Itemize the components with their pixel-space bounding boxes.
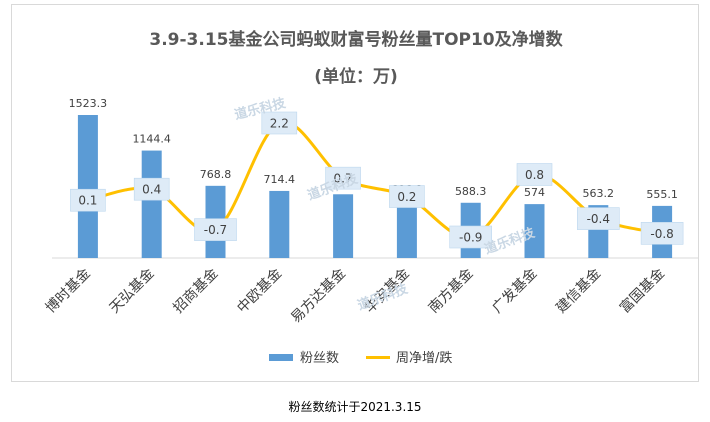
bar-fans-1	[141, 150, 162, 258]
bar-value-label-7: 574	[524, 186, 545, 199]
combo-chart: 3.9-3.15基金公司蚂蚁财富号粉丝量TOP10及净增数 (单位：万) 1523.…	[42, 29, 698, 366]
bar-fans-7	[524, 204, 545, 258]
legend-label-change: 周净增/跌	[396, 350, 452, 366]
line-value-label-5: 0.2	[397, 190, 416, 204]
x-tick-label-2: 招商基金	[170, 265, 222, 317]
line-value-label-3: 2.2	[270, 117, 289, 131]
bar-fans-0	[77, 115, 98, 258]
line-value-label-0: 0.1	[78, 194, 97, 208]
bar-value-label-1: 1144.4	[132, 133, 171, 146]
x-tick-label-3: 中欧基金	[234, 265, 286, 317]
bar-value-label-8: 563.2	[583, 187, 615, 200]
line-label-box-1	[133, 177, 170, 201]
x-tick-label-7: 广发基金	[489, 265, 541, 317]
line-label-box-3	[261, 111, 298, 135]
bar-value-label-3: 714.4	[264, 173, 296, 186]
line-label-box-6	[449, 225, 493, 249]
bar-fans-3	[269, 190, 290, 258]
x-tick-label-1: 天弘基金	[106, 265, 158, 317]
line-weekly-change	[86, 120, 664, 239]
x-tick-label-9: 富国基金	[616, 265, 668, 317]
line-value-label-1: 0.4	[142, 183, 161, 197]
line-label-box-8	[576, 207, 620, 230]
line-value-label-6: -0.9	[459, 231, 482, 245]
line-label-box-9	[640, 222, 684, 245]
x-tick-label-6: 南方基金	[425, 265, 477, 317]
x-tick-label-0: 博时基金	[42, 265, 94, 317]
bar-fans-4	[333, 194, 354, 258]
legend-label-fans: 粉丝数	[300, 351, 339, 366]
chart-subtitle: (单位：万)	[314, 66, 398, 87]
line-value-label-4: 0.7	[334, 172, 353, 186]
bar-value-label-0: 1523.3	[69, 97, 108, 110]
x-tick-label-8: 建信基金	[553, 265, 605, 317]
bar-value-label-2: 768.8	[200, 168, 232, 181]
bar-value-label-6: 588.3	[455, 185, 487, 198]
line-label-box-2	[194, 218, 237, 241]
line-value-label-8: -0.4	[587, 212, 610, 226]
chart-caption: 粉丝数统计于2021.3.15	[288, 400, 422, 414]
line-value-label-9: -0.8	[650, 227, 673, 241]
line-value-label-2: -0.7	[204, 223, 227, 237]
line-value-label-7: 0.8	[525, 168, 544, 182]
bar-value-label-9: 555.1	[646, 188, 678, 201]
chart-frame: 3.9-3.15基金公司蚂蚁财富号粉丝量TOP10及净增数 (单位：万) 1523.…	[11, 4, 699, 382]
line-label-box-5	[389, 185, 425, 208]
x-tick-label-4: 易方达基金	[287, 265, 349, 327]
bar-fans-5	[396, 201, 417, 258]
line-label-box-4	[325, 166, 361, 190]
legend-swatch-fans	[269, 354, 293, 361]
line-label-box-0	[70, 188, 106, 212]
line-label-box-7	[516, 163, 553, 186]
chart-title: 3.9-3.15基金公司蚂蚁财富号粉丝量TOP10及净增数	[149, 29, 563, 50]
